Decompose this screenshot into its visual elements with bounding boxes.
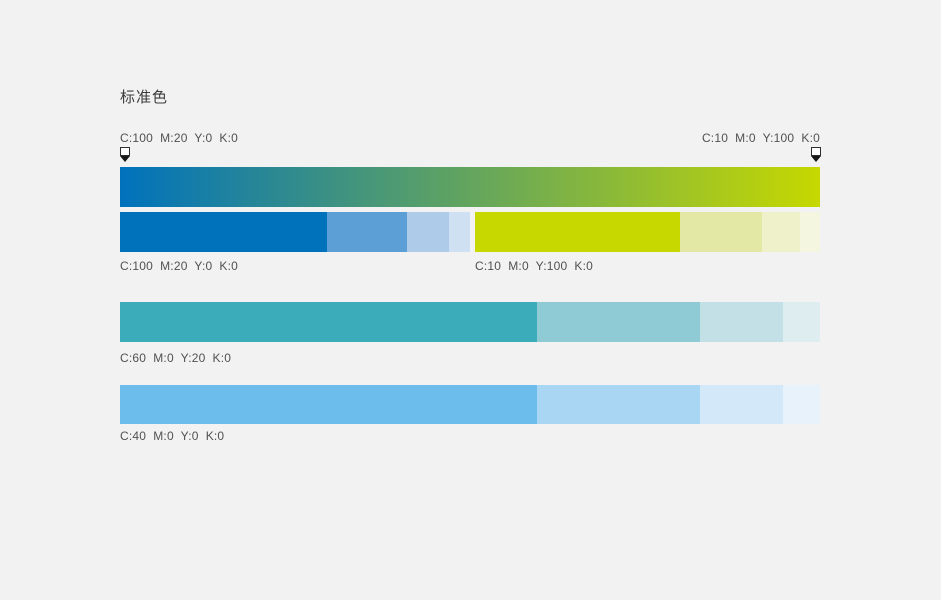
gradient-end-cmyk-label: C:10 M:0 Y:100 K:0 bbox=[701, 131, 820, 145]
marker-square-icon bbox=[811, 147, 821, 156]
gradient-stop-start-icon bbox=[119, 147, 131, 162]
tint-swatch bbox=[120, 385, 538, 424]
tint-swatch bbox=[782, 385, 820, 424]
sky-cmyk-label: C:40 M:0 Y:0 K:0 bbox=[120, 429, 225, 443]
tint-swatch bbox=[326, 212, 407, 252]
blue-cmyk-label: C:100 M:20 Y:0 K:0 bbox=[120, 259, 239, 273]
marker-triangle-icon bbox=[811, 156, 821, 162]
tint-swatch bbox=[782, 302, 820, 342]
green-cmyk-label: C:10 M:0 Y:100 K:0 bbox=[475, 259, 594, 273]
tint-swatch bbox=[700, 385, 783, 424]
tint-row-blue-green bbox=[120, 212, 820, 252]
tint-swatch bbox=[120, 212, 327, 252]
blue-tint-swatches bbox=[120, 212, 470, 252]
tint-swatch bbox=[679, 212, 763, 252]
tint-swatch bbox=[762, 212, 800, 252]
teal-tint-swatches bbox=[120, 302, 820, 342]
green-tint-swatches bbox=[475, 212, 820, 252]
gradient-stop-end-icon bbox=[810, 147, 822, 162]
gradient-bar bbox=[120, 167, 820, 207]
tint-swatch bbox=[700, 302, 783, 342]
tint-swatch bbox=[537, 302, 701, 342]
teal-cmyk-label: C:60 M:0 Y:20 K:0 bbox=[120, 351, 232, 365]
page-title: 标准色 bbox=[120, 89, 169, 106]
tint-swatch bbox=[448, 212, 470, 252]
marker-square-icon bbox=[120, 147, 130, 156]
marker-triangle-icon bbox=[120, 156, 130, 162]
tint-swatch bbox=[406, 212, 449, 252]
tint-swatch bbox=[120, 302, 538, 342]
tint-swatch bbox=[799, 212, 820, 252]
tint-row-labels: C:100 M:20 Y:0 K:0 C:10 M:0 Y:100 K:0 bbox=[120, 259, 820, 273]
sky-tint-swatches bbox=[120, 385, 820, 424]
tint-swatch bbox=[475, 212, 680, 252]
gradient-start-cmyk-label: C:100 M:20 Y:0 K:0 bbox=[120, 131, 239, 145]
standard-color-section: 标准色 C:100 M:20 Y:0 K:0 C:10 M:0 Y:100 K:… bbox=[119, 0, 822, 600]
gradient-labels: C:100 M:20 Y:0 K:0 C:10 M:0 Y:100 K:0 bbox=[120, 131, 820, 146]
tint-swatch bbox=[537, 385, 701, 424]
